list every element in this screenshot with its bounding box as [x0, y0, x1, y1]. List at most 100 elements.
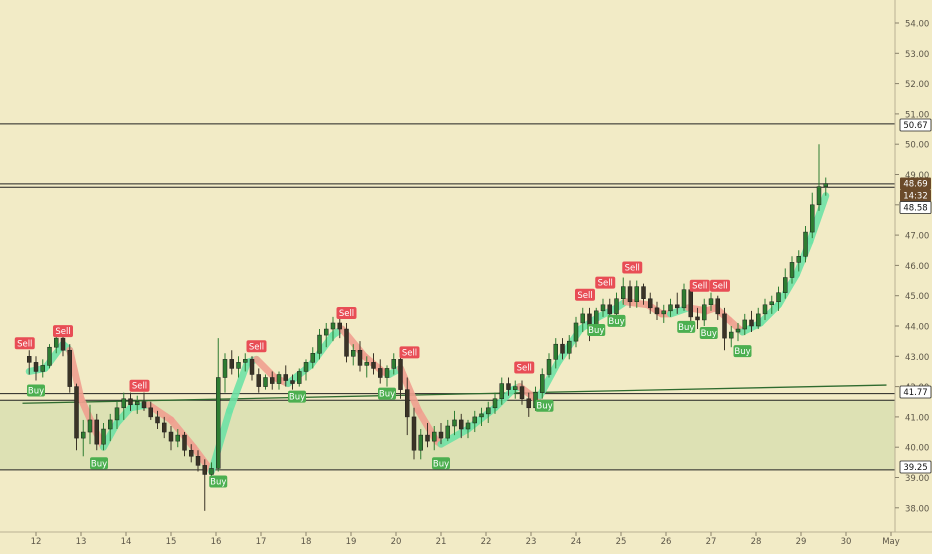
- candle-body[interactable]: [74, 386, 79, 439]
- candle-body[interactable]: [236, 362, 241, 369]
- candle-body[interactable]: [303, 362, 309, 372]
- candle-body[interactable]: [344, 328, 349, 357]
- sell-signal[interactable]: [710, 279, 730, 292]
- candle-body[interactable]: [810, 204, 815, 233]
- candle-body[interactable]: [283, 374, 288, 381]
- candle-body[interactable]: [364, 362, 369, 366]
- candle-body[interactable]: [486, 407, 491, 415]
- candle-body[interactable]: [405, 389, 410, 418]
- candle-body[interactable]: [175, 434, 180, 442]
- candle-body[interactable]: [398, 359, 403, 390]
- candle-body[interactable]: [641, 286, 646, 299]
- candle-body[interactable]: [722, 313, 727, 339]
- candle-body[interactable]: [243, 359, 248, 363]
- buy-signal[interactable]: [733, 345, 752, 358]
- sell-signal[interactable]: [399, 346, 420, 359]
- candle-body[interactable]: [702, 304, 707, 321]
- buy-signal[interactable]: [209, 475, 228, 488]
- candle-body[interactable]: [540, 374, 545, 393]
- buy-signal[interactable]: [587, 323, 606, 336]
- candle-body[interactable]: [168, 431, 174, 442]
- candle-body[interactable]: [378, 368, 383, 378]
- candle-body[interactable]: [675, 304, 680, 309]
- candle-body[interactable]: [195, 456, 201, 466]
- candle-body[interactable]: [81, 431, 86, 439]
- buy-signal[interactable]: [535, 399, 554, 412]
- buy-signal[interactable]: [27, 384, 45, 397]
- candle-body[interactable]: [209, 468, 214, 475]
- candle-body[interactable]: [54, 337, 59, 348]
- candle-body[interactable]: [634, 286, 639, 303]
- candle-body[interactable]: [769, 301, 774, 306]
- candle-body[interactable]: [506, 383, 511, 390]
- candle-body[interactable]: [513, 386, 518, 390]
- candle-body[interactable]: [742, 319, 747, 330]
- candle-body[interactable]: [310, 353, 315, 363]
- candle-body[interactable]: [654, 307, 660, 315]
- candle-body[interactable]: [567, 340, 572, 354]
- candle-body[interactable]: [297, 371, 302, 384]
- candle-body[interactable]: [600, 304, 606, 312]
- candle-body[interactable]: [735, 328, 741, 333]
- candle-body[interactable]: [202, 465, 207, 475]
- candle-body[interactable]: [432, 431, 437, 442]
- candle-body[interactable]: [418, 434, 423, 451]
- candle-body[interactable]: [519, 386, 525, 399]
- buy-signal[interactable]: [378, 387, 396, 400]
- candle-body[interactable]: [803, 231, 808, 257]
- sell-signal[interactable]: [14, 337, 35, 350]
- candle-body[interactable]: [756, 313, 761, 327]
- candle-body[interactable]: [256, 374, 261, 387]
- candle-body[interactable]: [452, 419, 457, 427]
- candle-body[interactable]: [40, 365, 45, 372]
- candle-body[interactable]: [621, 286, 626, 299]
- candle-body[interactable]: [270, 377, 275, 384]
- candle-body[interactable]: [337, 322, 342, 330]
- buy-signal[interactable]: [607, 314, 626, 327]
- candle-body[interactable]: [222, 359, 228, 378]
- candle-body[interactable]: [465, 422, 471, 430]
- candle-body[interactable]: [783, 277, 788, 293]
- candle-body[interactable]: [101, 428, 106, 445]
- candle-body[interactable]: [445, 425, 450, 439]
- candle-body[interactable]: [128, 398, 133, 406]
- sell-signal[interactable]: [595, 276, 616, 289]
- candle-body[interactable]: [391, 359, 396, 369]
- sell-signal[interactable]: [514, 361, 535, 374]
- candle-body[interactable]: [715, 298, 720, 315]
- candle-body[interactable]: [189, 449, 194, 457]
- candle-body[interactable]: [681, 289, 687, 309]
- candle-body[interactable]: [371, 362, 376, 369]
- buy-signal[interactable]: [288, 390, 306, 403]
- sell-signal[interactable]: [129, 379, 150, 392]
- candle-body[interactable]: [580, 313, 585, 324]
- candle-body[interactable]: [688, 289, 693, 318]
- candle-body[interactable]: [108, 419, 113, 430]
- candle-body[interactable]: [425, 434, 430, 442]
- candle-body[interactable]: [553, 343, 558, 360]
- candle-body[interactable]: [499, 383, 504, 399]
- buy-signal[interactable]: [677, 320, 696, 333]
- candle-body[interactable]: [141, 401, 147, 409]
- sell-signal[interactable]: [689, 279, 710, 292]
- sell-signal[interactable]: [575, 288, 595, 301]
- candle-body[interactable]: [789, 262, 795, 278]
- candle-body[interactable]: [155, 416, 160, 424]
- candle-body[interactable]: [661, 310, 666, 315]
- candle-body[interactable]: [114, 407, 120, 421]
- candle-body[interactable]: [121, 398, 126, 409]
- candle-body[interactable]: [627, 286, 633, 303]
- candle-body[interactable]: [384, 368, 390, 378]
- candle-body[interactable]: [796, 256, 801, 263]
- candle-body[interactable]: [749, 319, 754, 327]
- candle-body[interactable]: [324, 328, 329, 336]
- candle-body[interactable]: [546, 359, 552, 375]
- candle-body[interactable]: [526, 398, 531, 409]
- candle-body[interactable]: [27, 356, 32, 363]
- candle-body[interactable]: [729, 331, 734, 339]
- candle-body[interactable]: [607, 304, 612, 315]
- candle-body[interactable]: [33, 362, 39, 372]
- candle-body[interactable]: [816, 186, 822, 206]
- candle-body[interactable]: [573, 322, 579, 342]
